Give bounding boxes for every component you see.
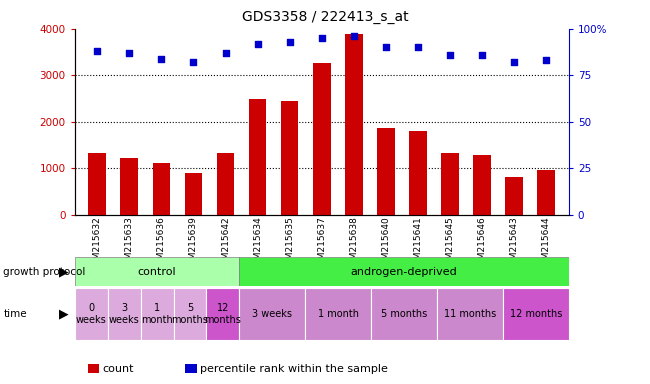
Point <box>124 50 135 56</box>
Text: 5
months: 5 months <box>172 303 209 325</box>
Bar <box>345 34 363 215</box>
Bar <box>216 153 235 215</box>
Text: ▶: ▶ <box>58 265 68 278</box>
Point <box>477 52 488 58</box>
Bar <box>239 257 569 286</box>
Bar <box>108 288 140 340</box>
Bar <box>207 288 239 340</box>
Text: 12
months: 12 months <box>205 303 241 325</box>
Bar <box>409 131 427 215</box>
Text: 3
weeks: 3 weeks <box>109 303 140 325</box>
Text: 11 months: 11 months <box>444 309 496 319</box>
Bar <box>313 63 331 215</box>
Bar <box>437 288 503 340</box>
Text: count: count <box>102 364 133 374</box>
Bar <box>281 101 298 215</box>
Bar <box>503 288 569 340</box>
Bar <box>441 153 459 215</box>
Text: 1 month: 1 month <box>318 309 359 319</box>
Point <box>252 41 263 47</box>
Bar <box>473 156 491 215</box>
Point <box>92 48 103 54</box>
Text: growth protocol: growth protocol <box>3 266 86 277</box>
Text: percentile rank within the sample: percentile rank within the sample <box>200 364 387 374</box>
Bar <box>75 288 108 340</box>
Bar <box>174 288 207 340</box>
Point <box>188 59 199 65</box>
Bar <box>371 288 437 340</box>
Point <box>541 57 551 63</box>
Point <box>348 33 359 39</box>
Text: ▶: ▶ <box>58 308 68 320</box>
Bar <box>239 288 306 340</box>
Bar <box>75 257 239 286</box>
Bar <box>185 173 202 215</box>
Point <box>317 35 327 41</box>
Text: 3 weeks: 3 weeks <box>252 309 292 319</box>
Point <box>413 44 423 50</box>
Text: 0
weeks: 0 weeks <box>76 303 107 325</box>
Point <box>285 39 295 45</box>
Text: 5 months: 5 months <box>381 309 427 319</box>
Point <box>509 59 519 65</box>
Bar <box>377 127 395 215</box>
Bar <box>538 170 555 215</box>
Text: 12 months: 12 months <box>510 309 562 319</box>
Point <box>156 56 166 62</box>
Text: GDS3358 / 222413_s_at: GDS3358 / 222413_s_at <box>242 10 408 23</box>
Bar <box>153 163 170 215</box>
Bar <box>88 153 106 215</box>
Bar <box>249 99 266 215</box>
Point <box>381 44 391 50</box>
Text: 1
month: 1 month <box>141 303 173 325</box>
Bar <box>506 177 523 215</box>
Point <box>445 52 455 58</box>
Text: androgen-deprived: androgen-deprived <box>351 266 458 277</box>
Bar <box>306 288 371 340</box>
Point <box>220 50 231 56</box>
Bar <box>120 158 138 215</box>
Bar <box>140 288 174 340</box>
Text: time: time <box>3 309 27 319</box>
Text: control: control <box>138 266 176 277</box>
